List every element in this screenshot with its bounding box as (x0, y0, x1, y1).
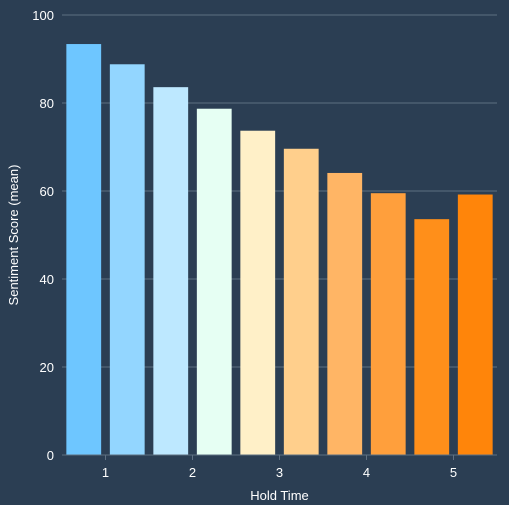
bar-7 (327, 172, 363, 455)
bar-8 (370, 193, 406, 455)
x-tick-label: 2 (189, 465, 196, 480)
x-tick-label: 5 (450, 465, 457, 480)
y-tick-label: 60 (40, 184, 54, 199)
bar-6 (283, 148, 319, 455)
bar-10 (457, 194, 493, 455)
y-axis-title: Sentiment Score (mean) (6, 165, 21, 306)
bar-2 (109, 64, 145, 455)
bar-1 (66, 44, 102, 455)
bars (66, 44, 493, 455)
y-tick-label: 100 (32, 8, 54, 23)
x-tick-label: 1 (102, 465, 109, 480)
bar-5 (240, 130, 276, 455)
x-tick-label: 4 (363, 465, 370, 480)
bar-9 (414, 219, 450, 455)
x-tick-label: 3 (276, 465, 283, 480)
y-tick-label: 80 (40, 96, 54, 111)
x-axis-title: Hold Time (250, 488, 309, 503)
bar-3 (153, 87, 189, 455)
axes: 0 20 40 60 80 100 1 2 3 4 5 (32, 8, 497, 480)
bar-4 (196, 108, 232, 455)
y-tick-label: 0 (47, 448, 54, 463)
y-tick-label: 40 (40, 272, 54, 287)
y-tick-label: 20 (40, 360, 54, 375)
